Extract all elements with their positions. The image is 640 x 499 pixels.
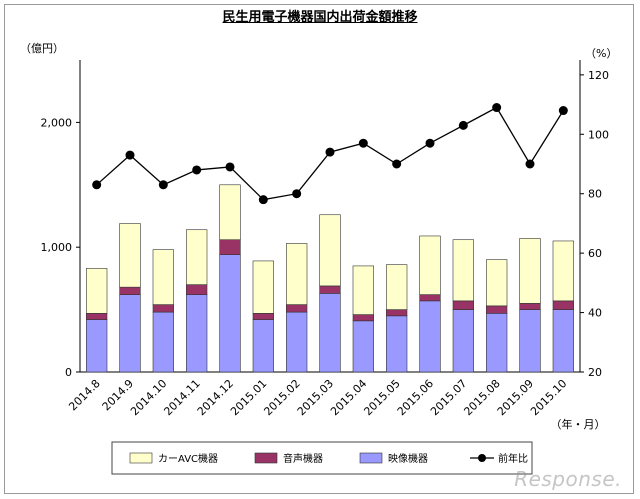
yoy-point	[458, 120, 468, 130]
bar-segment	[186, 229, 208, 285]
bar-segment	[552, 309, 574, 373]
bar-segment	[152, 304, 174, 313]
bar-segment	[419, 235, 441, 295]
x-tick-label: 2015.10	[528, 377, 569, 418]
bar-segment	[86, 268, 108, 314]
yoy-point	[558, 106, 568, 116]
bar-segment	[486, 313, 508, 373]
legend-label: 音声機器	[283, 452, 323, 465]
bar-segment	[86, 313, 108, 320]
right-tick-label: 60	[588, 247, 602, 260]
bar-segment	[119, 294, 141, 373]
bar-segment	[519, 238, 541, 304]
legend-swatch	[129, 452, 153, 464]
bar-segment	[286, 243, 308, 305]
bar-segment	[419, 300, 441, 373]
yoy-point	[125, 150, 135, 160]
right-tick-label: 120	[588, 69, 609, 82]
bar-segment	[452, 300, 474, 310]
left-tick-label: 2,000	[41, 116, 73, 129]
left-tick-label: 0	[65, 366, 72, 379]
bar-segment	[286, 304, 308, 313]
legend-box	[111, 441, 533, 475]
bar-segment	[252, 313, 274, 320]
legend-label: 前年比	[498, 452, 528, 465]
yoy-point	[358, 138, 368, 148]
bar-segment	[352, 265, 374, 315]
response-watermark: Response.	[514, 467, 622, 491]
bar-segment	[452, 309, 474, 373]
legend-label: 映像機器	[388, 452, 428, 465]
yoy-point	[158, 180, 168, 190]
legend-point-swatch	[478, 454, 486, 462]
yoy-point	[225, 162, 235, 172]
right-tick-label: 80	[588, 188, 602, 201]
chart-frame	[4, 4, 634, 494]
bar-segment	[119, 223, 141, 288]
right-tick-label: 100	[588, 128, 609, 141]
bar-segment	[419, 294, 441, 302]
bar-segment	[186, 284, 208, 295]
bar-segment	[519, 303, 541, 310]
yoy-point	[92, 180, 102, 190]
bar-segment	[552, 300, 574, 310]
x-tick-label: 2014.8	[66, 377, 102, 413]
yoy-point	[192, 165, 202, 175]
bar-segment	[152, 249, 174, 305]
yoy-point	[292, 189, 302, 199]
bar-segment	[386, 315, 408, 373]
legend-swatch	[254, 452, 278, 464]
bar-segment	[186, 294, 208, 373]
legend-swatch	[359, 452, 383, 464]
bar-segment	[119, 286, 141, 295]
bar-segment	[286, 311, 308, 373]
bar-segment	[352, 320, 374, 373]
bar-segment	[552, 240, 574, 302]
chart-title: 民生用電子機器国内出荷金額推移	[222, 10, 418, 25]
left-unit-label: （億円）	[20, 42, 64, 55]
bar-segment	[352, 314, 374, 322]
bar-segment	[386, 309, 408, 317]
bar-segment	[486, 305, 508, 314]
bar-segment	[252, 260, 274, 314]
right-tick-label: 40	[588, 307, 602, 320]
bar-segment	[519, 309, 541, 373]
bar-segment	[219, 254, 241, 373]
yoy-point	[258, 195, 268, 205]
yoy-point	[425, 138, 435, 148]
yoy-point	[392, 159, 402, 169]
bar-segment	[319, 293, 341, 373]
right-tick-label: 20	[588, 366, 602, 379]
x-unit-label: （年・月）	[551, 417, 606, 431]
bar-segment	[152, 311, 174, 373]
yoy-point	[325, 147, 335, 157]
left-tick-label: 1,000	[41, 241, 73, 254]
bar-segment	[452, 239, 474, 302]
bar-segment	[319, 285, 341, 294]
legend-label: カーAVC機器	[158, 452, 218, 465]
bar-segment	[86, 319, 108, 373]
bar-segment	[319, 214, 341, 287]
yoy-point	[525, 159, 535, 169]
bar-segment	[219, 184, 241, 241]
yoy-point	[492, 103, 502, 113]
bar-segment	[486, 259, 508, 307]
bar-segment	[219, 239, 241, 255]
bar-segment	[252, 319, 274, 373]
bar-segment	[386, 264, 408, 310]
right-unit-label: （%）	[585, 47, 617, 60]
